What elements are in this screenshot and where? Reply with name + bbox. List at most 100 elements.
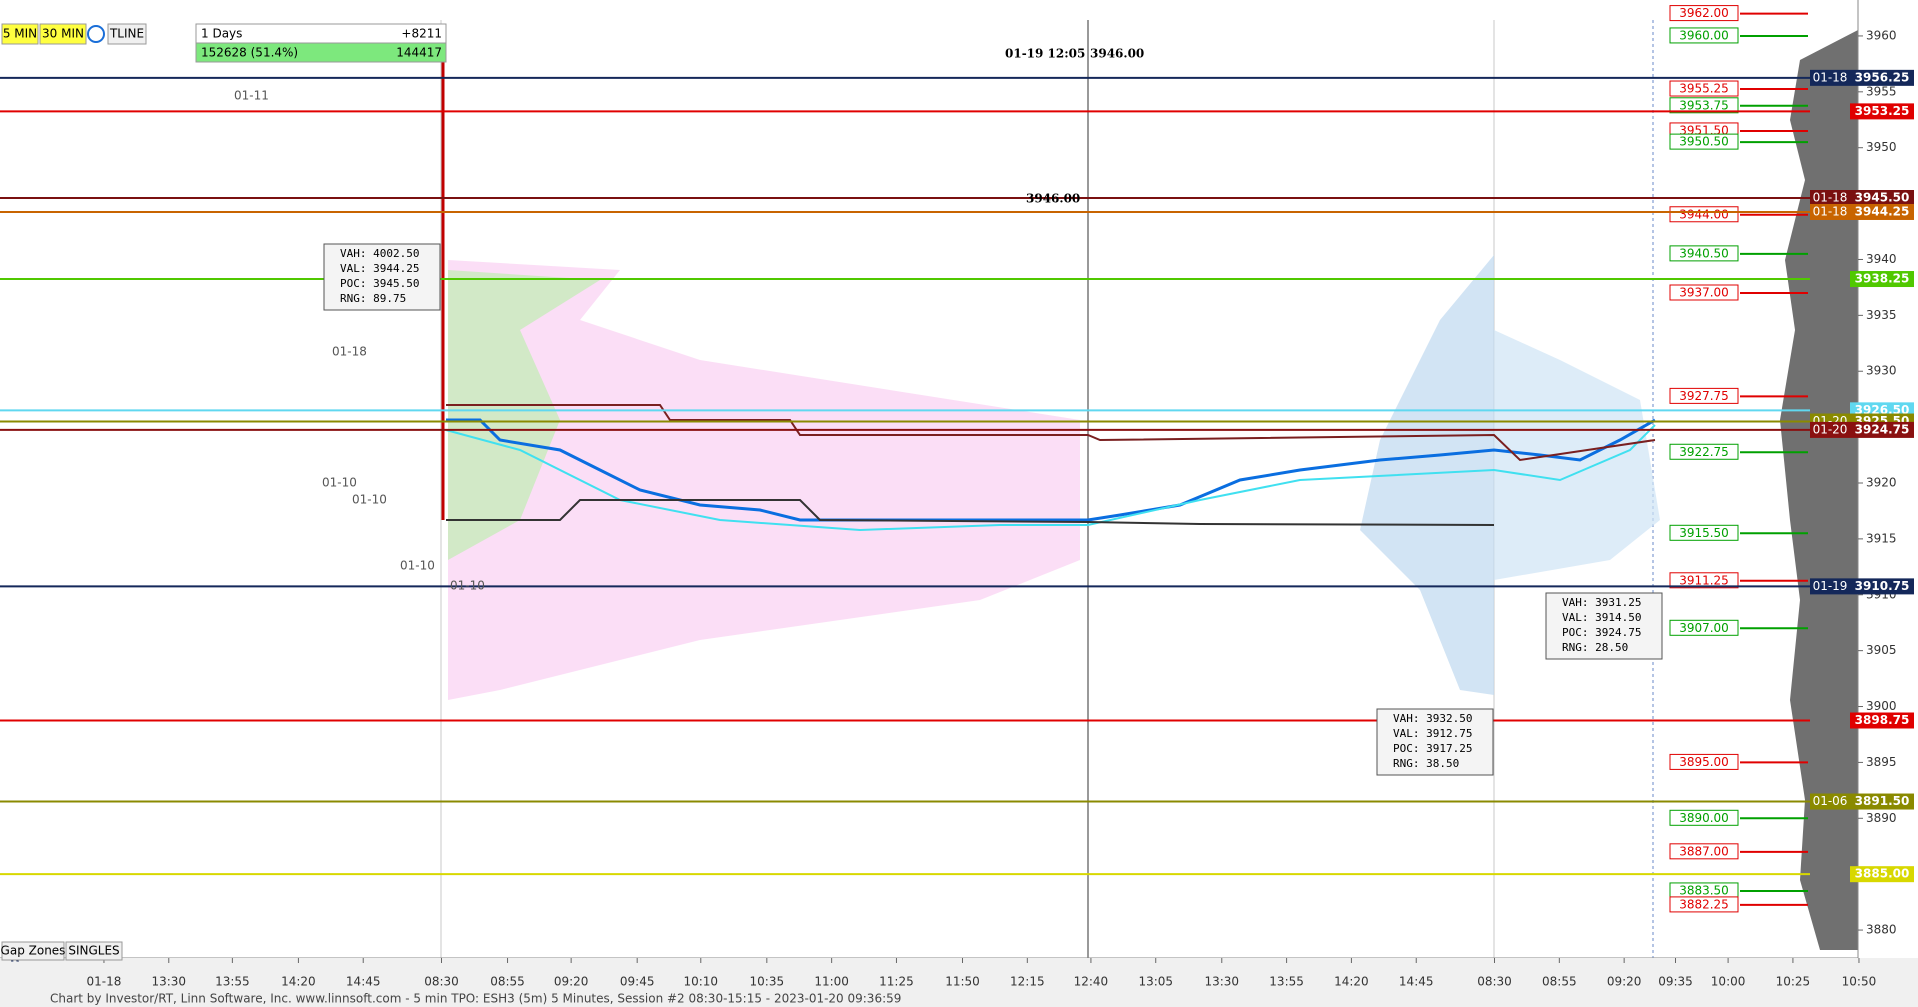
time-tick-label: 11:25: [879, 975, 914, 989]
profile-shading: [1360, 255, 1494, 695]
stats-box: [1545, 592, 1663, 660]
level-box: [1669, 809, 1739, 826]
tag-date-bg: [1810, 421, 1850, 438]
stats-line: VAL: 3914.50: [1562, 611, 1641, 624]
time-tick-label: 12:40: [1074, 975, 1109, 989]
level-label: 3960.00: [1679, 28, 1729, 42]
crosshair-marker: 3946.00: [1026, 192, 1080, 206]
tag-price-bg: [1850, 866, 1914, 883]
stats-line: VAL: 3944.25: [340, 262, 419, 275]
level-box: [1669, 206, 1739, 223]
value-line: [446, 499, 1495, 526]
time-tick-label: 14:45: [346, 975, 381, 989]
time-tick-label: 13:55: [1269, 975, 1304, 989]
tag-price: 3885.00: [1855, 867, 1910, 881]
stats-box: [323, 243, 441, 311]
level-label: 3955.25: [1679, 82, 1729, 96]
tag-date: 01-19: [1813, 579, 1848, 593]
price-tick-label: 3955: [1866, 84, 1897, 98]
stats-line: POC: 3945.50: [340, 277, 419, 290]
tag-date: 01-06: [1813, 794, 1848, 808]
crosshair-price: 3946.00: [1090, 47, 1144, 61]
level-label: 3950.50: [1679, 135, 1729, 149]
time-tick-label: 09:20: [554, 975, 589, 989]
level-label: 3883.50: [1679, 883, 1729, 897]
left-label: 01-10: [450, 579, 485, 593]
session-period: 1 Days: [201, 27, 242, 41]
level-label: 3944.00: [1679, 207, 1729, 221]
time-tick-label: 10:25: [1776, 975, 1811, 989]
price-tick-label: 3900: [1866, 699, 1897, 713]
time-tick-label: 11:00: [814, 975, 849, 989]
price-tick-label: 3895: [1866, 755, 1897, 769]
price-tick-label: 3960: [1866, 28, 1897, 42]
session-total: 144417: [396, 46, 442, 60]
level-label: 3887.00: [1679, 844, 1729, 858]
toolbar-button[interactable]: [39, 23, 87, 45]
profile-shading: [448, 270, 600, 560]
stats-box: [1376, 708, 1494, 776]
crosshair-time: 01-19 12:05: [1005, 47, 1085, 61]
time-tick-label: 13:30: [151, 975, 186, 989]
tag-date: 01-20: [1813, 422, 1848, 436]
poc-line: [446, 404, 1656, 462]
level-label: 3915.50: [1679, 526, 1729, 540]
footer: Chart by Investor/RT, Linn Software, Inc…: [50, 992, 901, 1006]
level-label: 3890.00: [1679, 811, 1729, 825]
level-label: 3962.00: [1679, 6, 1729, 20]
level-box: [1669, 284, 1739, 301]
toolbar-button[interactable]: [1, 23, 39, 45]
left-label: 01-10: [400, 559, 435, 573]
time-tick-label: 13:05: [1138, 975, 1173, 989]
tag-date: 01-18: [1813, 70, 1848, 84]
left-label: 01-11: [234, 89, 269, 103]
tag-date-bg: [1810, 190, 1850, 206]
stats-line: VAL: 3912.75: [1393, 727, 1472, 740]
level-box: [1669, 524, 1739, 541]
tag-price-bg: [1850, 712, 1914, 729]
tag-date-bg: [1810, 578, 1850, 595]
price-tick-label: 3930: [1866, 364, 1897, 378]
time-tick-label: 10:00: [1711, 975, 1746, 989]
profile-shading: [1494, 330, 1660, 580]
bottom-button-label: SINGLES: [68, 944, 119, 958]
bottom-button[interactable]: [1, 941, 65, 961]
level-box: [1669, 5, 1739, 22]
level-box: [1669, 97, 1739, 114]
tag-price: 3898.75: [1855, 713, 1910, 727]
price-tick-label: 3915: [1866, 531, 1897, 545]
price-tick-label: 3905: [1866, 643, 1897, 657]
time-tick-label: 09:45: [620, 975, 655, 989]
level-label: 3953.75: [1679, 98, 1729, 112]
price-tick-label: 3940: [1866, 252, 1897, 266]
tag-price-bg: [1850, 578, 1914, 595]
time-tick-label: 08:55: [490, 975, 525, 989]
stats-line: RNG: 89.75: [340, 292, 406, 305]
toolbar-button-label: 30 MIN: [42, 27, 84, 41]
tag-date-bg: [1810, 203, 1850, 220]
tag-price: 3910.75: [1855, 579, 1910, 593]
level-box: [1669, 443, 1739, 460]
price-tick-label: 3935: [1866, 308, 1897, 322]
toolbar-button[interactable]: [107, 23, 147, 45]
level-label: 3922.75: [1679, 445, 1729, 459]
level-box: [1669, 843, 1739, 860]
stats-line: RNG: 38.50: [1393, 757, 1459, 770]
price-tick-label: 3950: [1866, 140, 1897, 154]
stats-line: VAH: 3932.50: [1393, 712, 1472, 725]
left-label: 01-10: [322, 476, 357, 490]
tag-price: 3945.50: [1855, 191, 1910, 205]
tag-price-bg: [1850, 203, 1914, 220]
time-tick-label: 08:30: [424, 975, 459, 989]
bottom-button[interactable]: [65, 941, 123, 961]
tag-price: 3953.25: [1855, 104, 1910, 118]
session-volume: 152628 (51.4%): [201, 46, 298, 60]
toolbar-button-label: 5 MIN: [3, 27, 37, 41]
clock-icon[interactable]: [87, 25, 105, 43]
time-tick-label: 10:35: [750, 975, 785, 989]
toolbar-button-label: TLINE: [109, 27, 144, 41]
time-tick-label: 12:15: [1010, 975, 1045, 989]
level-box: [1669, 896, 1739, 913]
level-box: [1669, 133, 1739, 150]
